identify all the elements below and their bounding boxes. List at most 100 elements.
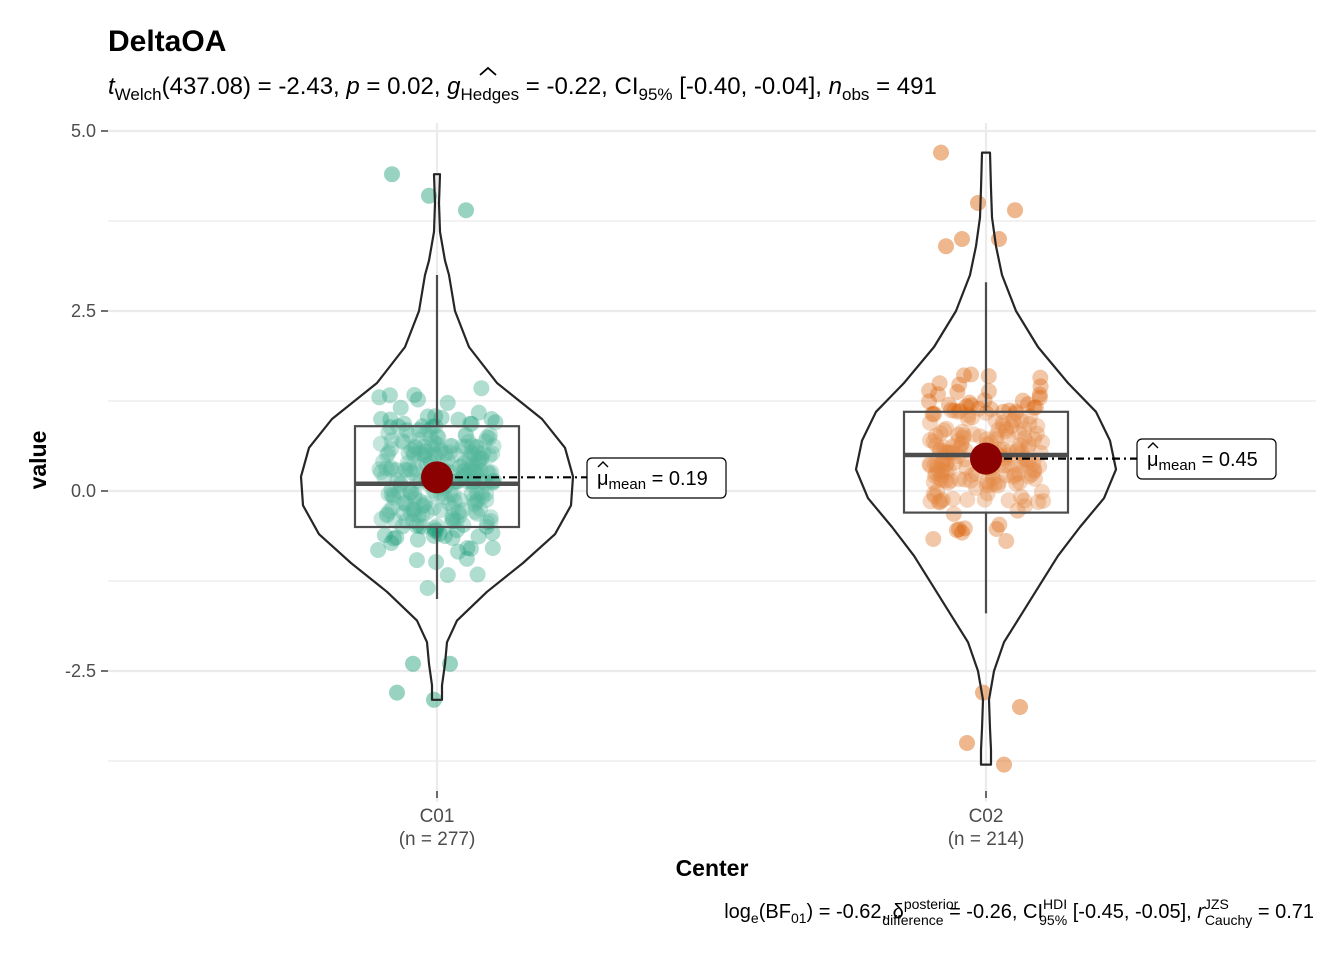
- data-point: [940, 474, 957, 491]
- data-point: [945, 505, 962, 522]
- data-point: [921, 456, 938, 473]
- data-point: [452, 492, 469, 509]
- data-point: [964, 409, 981, 426]
- data-point: [451, 507, 468, 524]
- data-point: [930, 386, 946, 403]
- data-point: [1016, 492, 1033, 509]
- data-point: [994, 414, 1011, 431]
- data-point: [439, 394, 456, 411]
- data-point: [379, 506, 396, 523]
- data-point: [963, 397, 980, 414]
- data-point: [455, 463, 472, 480]
- data-point: [950, 432, 967, 449]
- data-point: [1012, 699, 1028, 715]
- data-point: [1006, 411, 1023, 428]
- data-point: [481, 426, 498, 443]
- data-point: [980, 368, 997, 385]
- data-point: [965, 426, 982, 443]
- data-point: [472, 500, 489, 517]
- data-point: [927, 427, 944, 444]
- data-point: [395, 495, 412, 512]
- data-point: [452, 459, 468, 476]
- data-point: [1005, 412, 1022, 429]
- data-point: [926, 488, 943, 505]
- data-point: [980, 383, 997, 400]
- data-point: [444, 530, 461, 546]
- data-point: [469, 492, 486, 509]
- mean-label-text: μmean = 0.45: [1147, 449, 1258, 474]
- data-point: [477, 433, 494, 450]
- data-point: [447, 446, 464, 463]
- data-point: [1026, 461, 1043, 478]
- data-point: [473, 450, 490, 467]
- data-point: [979, 485, 996, 502]
- data-point: [937, 472, 954, 489]
- data-point: [1009, 502, 1026, 519]
- data-point: [922, 414, 938, 431]
- data-point: [467, 494, 484, 511]
- data-point: [430, 429, 447, 446]
- data-point: [463, 444, 480, 461]
- data-point: [484, 540, 501, 556]
- data-point: [429, 436, 445, 453]
- data-point: [381, 387, 398, 404]
- chart-caption: loge(BF01) = -0.62, δposterior difference…: [724, 896, 1314, 928]
- data-point: [933, 472, 950, 489]
- data-point: [452, 458, 469, 475]
- data-point: [1035, 493, 1052, 509]
- data-point: [465, 457, 481, 474]
- data-point: [468, 438, 485, 455]
- mean-label-box: [586, 457, 727, 499]
- data-point: [946, 454, 963, 471]
- data-point: [1010, 458, 1027, 475]
- data-point: [383, 432, 400, 449]
- data-point: [1005, 468, 1022, 485]
- data-point: [473, 380, 490, 397]
- data-point: [402, 484, 419, 501]
- data-point: [395, 434, 412, 451]
- data-point: [956, 367, 972, 384]
- data-point: [987, 412, 1004, 429]
- data-point: [954, 524, 970, 541]
- data-point: [405, 501, 422, 518]
- data-point: [473, 449, 490, 466]
- data-point: [414, 506, 431, 523]
- data-point: [405, 445, 422, 462]
- data-point: [414, 498, 431, 515]
- data-point: [437, 445, 454, 462]
- data-point: [464, 437, 481, 454]
- data-point: [419, 580, 436, 596]
- data-point: [432, 502, 449, 519]
- data-point: [922, 493, 939, 510]
- data-point: [959, 735, 975, 751]
- data-point: [481, 447, 498, 464]
- data-point: [403, 442, 420, 459]
- data-point: [1032, 369, 1049, 386]
- data-point: [398, 497, 415, 514]
- data-point: [1000, 428, 1016, 444]
- data-point: [385, 487, 402, 504]
- data-point: [1034, 434, 1051, 451]
- data-point: [968, 479, 985, 496]
- data-point: [481, 430, 498, 446]
- data-point: [953, 436, 970, 453]
- data-point: [380, 486, 397, 502]
- data-point: [463, 485, 480, 502]
- data-point: [955, 427, 972, 444]
- data-point: [465, 491, 482, 508]
- data-point: [457, 438, 474, 455]
- data-point: [931, 375, 948, 392]
- data-point: [444, 511, 461, 527]
- data-point: [402, 427, 419, 444]
- data-point: [954, 423, 971, 440]
- data-point: [450, 411, 467, 428]
- data-point: [1008, 475, 1025, 492]
- data-point: [384, 166, 400, 183]
- data-point: [378, 460, 395, 477]
- mean-layer: [421, 442, 1137, 494]
- data-point: [467, 439, 484, 456]
- data-point: [925, 531, 942, 547]
- data-point: [402, 505, 419, 522]
- x-axis-label: Center: [676, 855, 749, 881]
- data-point: [949, 384, 966, 400]
